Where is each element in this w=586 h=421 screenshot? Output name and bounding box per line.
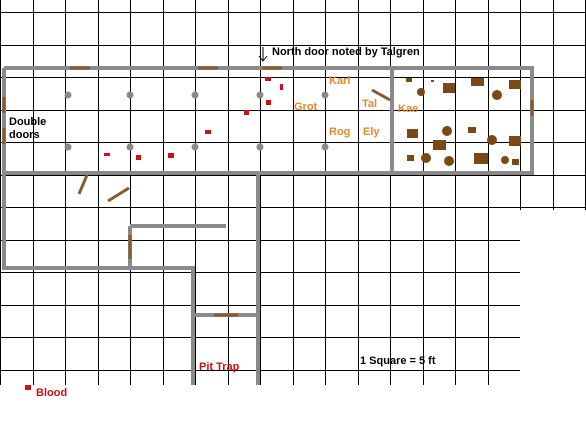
- name-label: Tal: [362, 98, 377, 110]
- label: doors: [9, 129, 40, 141]
- label: Blood: [36, 387, 67, 399]
- walls: [2, 66, 534, 385]
- name-label: Ely: [363, 126, 380, 138]
- doors: [2, 66, 534, 317]
- label: Pit Trap: [199, 361, 240, 373]
- name-label: Karl: [329, 75, 350, 87]
- blood-spots: [25, 77, 283, 390]
- scale: 1 Square = 5 ft: [360, 355, 436, 367]
- furniture: [406, 78, 521, 166]
- name-label: Kae: [398, 103, 418, 115]
- north-arrow: [258, 47, 268, 62]
- label: Double: [9, 116, 46, 128]
- pillars: [64, 91, 329, 151]
- name-label: Grot: [294, 101, 318, 113]
- note: North door noted by Talgren: [272, 46, 420, 58]
- name-label: Rog: [329, 126, 350, 138]
